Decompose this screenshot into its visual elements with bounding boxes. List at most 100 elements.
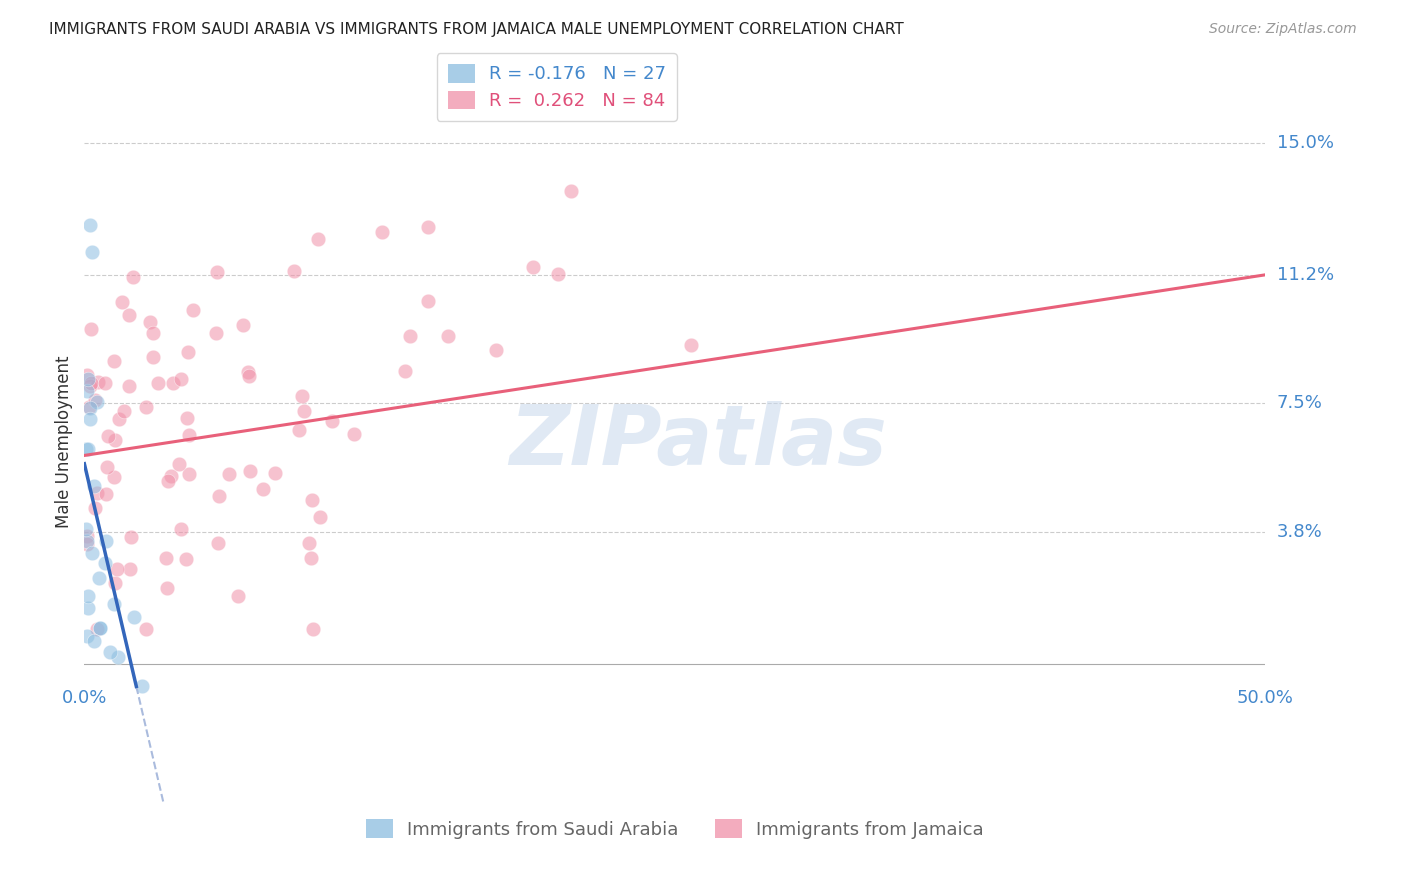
Point bbox=[75, 442, 97, 456]
Point bbox=[77, 442, 100, 457]
Text: 15.0%: 15.0% bbox=[1277, 134, 1333, 152]
Point bbox=[94, 487, 117, 501]
Point bbox=[79, 401, 101, 415]
Point bbox=[97, 429, 120, 443]
Text: ZIPatlas: ZIPatlas bbox=[509, 401, 887, 482]
Point bbox=[301, 492, 323, 507]
Text: 50.0%: 50.0% bbox=[1237, 689, 1294, 706]
Point bbox=[107, 649, 129, 664]
Point bbox=[120, 562, 142, 576]
Point bbox=[288, 423, 311, 437]
Point bbox=[252, 482, 274, 496]
Point bbox=[142, 326, 165, 341]
Point bbox=[76, 372, 98, 386]
Point bbox=[174, 552, 197, 566]
Point bbox=[307, 232, 329, 246]
Point bbox=[398, 328, 420, 343]
Point bbox=[155, 550, 177, 565]
Point bbox=[162, 376, 184, 390]
Point bbox=[93, 557, 115, 571]
Point bbox=[104, 434, 127, 448]
Point bbox=[104, 575, 127, 590]
Point bbox=[76, 368, 98, 382]
Point bbox=[79, 218, 101, 232]
Text: Source: ZipAtlas.com: Source: ZipAtlas.com bbox=[1209, 22, 1357, 37]
Point bbox=[177, 345, 200, 359]
Point bbox=[160, 469, 183, 483]
Text: 11.2%: 11.2% bbox=[1277, 266, 1334, 284]
Point bbox=[80, 376, 103, 391]
Point bbox=[298, 536, 321, 550]
Point bbox=[205, 326, 228, 340]
Point bbox=[437, 329, 460, 343]
Point bbox=[264, 466, 287, 480]
Point bbox=[76, 601, 98, 615]
Point bbox=[208, 489, 231, 503]
Point bbox=[76, 629, 98, 643]
Point bbox=[142, 350, 165, 364]
Point bbox=[118, 309, 141, 323]
Point bbox=[103, 354, 125, 368]
Point bbox=[283, 264, 305, 278]
Point bbox=[77, 401, 100, 415]
Y-axis label: Male Unemployment: Male Unemployment bbox=[55, 355, 73, 528]
Point bbox=[89, 621, 111, 635]
Point bbox=[135, 400, 157, 414]
Point bbox=[292, 404, 315, 418]
Point bbox=[170, 522, 193, 536]
Point bbox=[547, 267, 569, 281]
Point bbox=[207, 536, 229, 550]
Point bbox=[83, 633, 105, 648]
Point bbox=[179, 467, 201, 481]
Point bbox=[291, 389, 314, 403]
Point bbox=[416, 294, 439, 309]
Point bbox=[76, 384, 98, 398]
Point bbox=[181, 302, 204, 317]
Point bbox=[167, 458, 190, 472]
Point bbox=[96, 459, 118, 474]
Point bbox=[681, 337, 703, 351]
Point bbox=[84, 393, 107, 408]
Point bbox=[112, 403, 135, 417]
Point bbox=[89, 622, 111, 636]
Point bbox=[226, 589, 249, 603]
Point bbox=[120, 530, 142, 544]
Point bbox=[232, 318, 254, 332]
Point bbox=[177, 428, 200, 442]
Point bbox=[371, 225, 394, 239]
Point bbox=[82, 245, 104, 260]
Point bbox=[86, 622, 108, 636]
Point bbox=[309, 510, 332, 524]
Point bbox=[80, 546, 103, 560]
Point bbox=[131, 679, 153, 693]
Point bbox=[238, 368, 260, 383]
Point bbox=[157, 475, 180, 489]
Point bbox=[321, 414, 343, 428]
Point bbox=[86, 395, 108, 409]
Point bbox=[156, 581, 179, 595]
Point bbox=[83, 479, 105, 493]
Legend: Immigrants from Saudi Arabia, Immigrants from Jamaica: Immigrants from Saudi Arabia, Immigrants… bbox=[359, 812, 991, 846]
Point bbox=[111, 295, 134, 310]
Point bbox=[79, 322, 101, 336]
Point bbox=[236, 365, 259, 379]
Point bbox=[103, 597, 125, 611]
Point bbox=[205, 264, 228, 278]
Point bbox=[79, 411, 101, 425]
Point bbox=[239, 464, 262, 478]
Point bbox=[76, 529, 98, 543]
Point bbox=[86, 375, 108, 389]
Point bbox=[76, 537, 98, 551]
Point bbox=[522, 260, 544, 274]
Point bbox=[416, 220, 439, 235]
Point bbox=[76, 534, 98, 549]
Point bbox=[122, 610, 145, 624]
Point bbox=[86, 486, 108, 500]
Point bbox=[176, 410, 198, 425]
Point bbox=[170, 372, 193, 386]
Text: IMMIGRANTS FROM SAUDI ARABIA VS IMMIGRANTS FROM JAMAICA MALE UNEMPLOYMENT CORREL: IMMIGRANTS FROM SAUDI ARABIA VS IMMIGRAN… bbox=[49, 22, 904, 37]
Point bbox=[89, 571, 111, 585]
Point bbox=[108, 411, 131, 425]
Point bbox=[299, 550, 322, 565]
Text: 0.0%: 0.0% bbox=[62, 689, 107, 706]
